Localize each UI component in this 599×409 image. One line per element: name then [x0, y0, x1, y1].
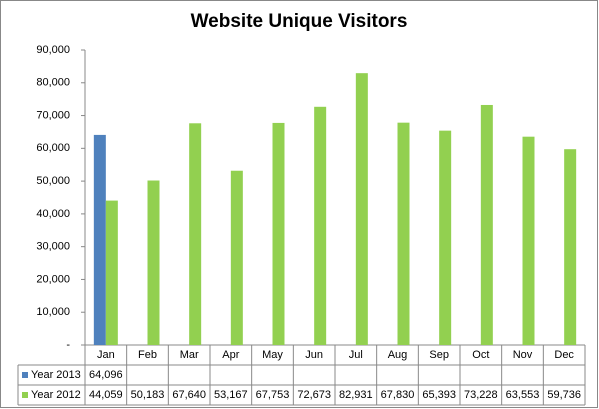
bar — [397, 122, 410, 345]
bar — [439, 130, 452, 345]
table-value: 59,736 — [547, 389, 581, 401]
y-tick-label: 30,000 — [36, 241, 70, 253]
table-value: 63,553 — [506, 389, 540, 401]
table-value: 67,830 — [381, 389, 415, 401]
x-tick-label: Oct — [472, 349, 489, 361]
x-tick-label: Jun — [305, 349, 323, 361]
legend-label: Year 2013 — [31, 369, 81, 381]
x-tick-label: Nov — [513, 349, 533, 361]
bar — [147, 180, 160, 345]
y-tick-label: 70,000 — [36, 109, 70, 121]
table-value: 82,931 — [339, 389, 373, 401]
bar — [564, 149, 577, 345]
x-tick-label: Apr — [222, 349, 239, 361]
x-tick-label: Aug — [388, 349, 408, 361]
x-tick-label: Jul — [349, 349, 363, 361]
table-value: 44,059 — [89, 389, 123, 401]
y-tick-label: 80,000 — [36, 77, 70, 89]
legend-swatch — [22, 372, 28, 378]
bar — [522, 136, 535, 345]
table-value: 50,183 — [131, 389, 165, 401]
x-tick-label: Feb — [138, 349, 157, 361]
table-value: 72,673 — [297, 389, 331, 401]
table-value: 73,228 — [464, 389, 498, 401]
table-value: 67,753 — [256, 389, 290, 401]
chart-title: Website Unique Visitors — [191, 11, 408, 32]
bar — [480, 104, 493, 346]
y-tick-label: 90,000 — [36, 44, 70, 56]
legend-label: Year 2012 — [31, 389, 81, 401]
table-value: 64,096 — [89, 369, 123, 381]
y-tick-label: 20,000 — [36, 273, 70, 285]
x-tick-label: Sep — [429, 349, 449, 361]
bar — [105, 200, 118, 345]
x-tick-label: Mar — [180, 349, 199, 361]
bar — [93, 134, 106, 345]
table-value: 65,393 — [422, 389, 456, 401]
y-tick-label: 10,000 — [36, 306, 70, 318]
x-tick-label: Jan — [97, 349, 115, 361]
x-tick-label: May — [262, 349, 283, 361]
y-tick-label: 40,000 — [36, 208, 70, 220]
y-tick-label: - — [66, 339, 70, 351]
bar — [189, 123, 202, 346]
bar — [355, 73, 368, 346]
y-tick-label: 60,000 — [36, 142, 70, 154]
bar — [314, 106, 327, 345]
bar — [272, 122, 285, 346]
table-value: 67,640 — [172, 389, 206, 401]
table-value: 53,167 — [214, 389, 248, 401]
legend-swatch — [22, 392, 28, 398]
x-tick-label: Dec — [554, 349, 574, 361]
bar — [230, 170, 243, 345]
y-tick-label: 50,000 — [36, 175, 70, 187]
